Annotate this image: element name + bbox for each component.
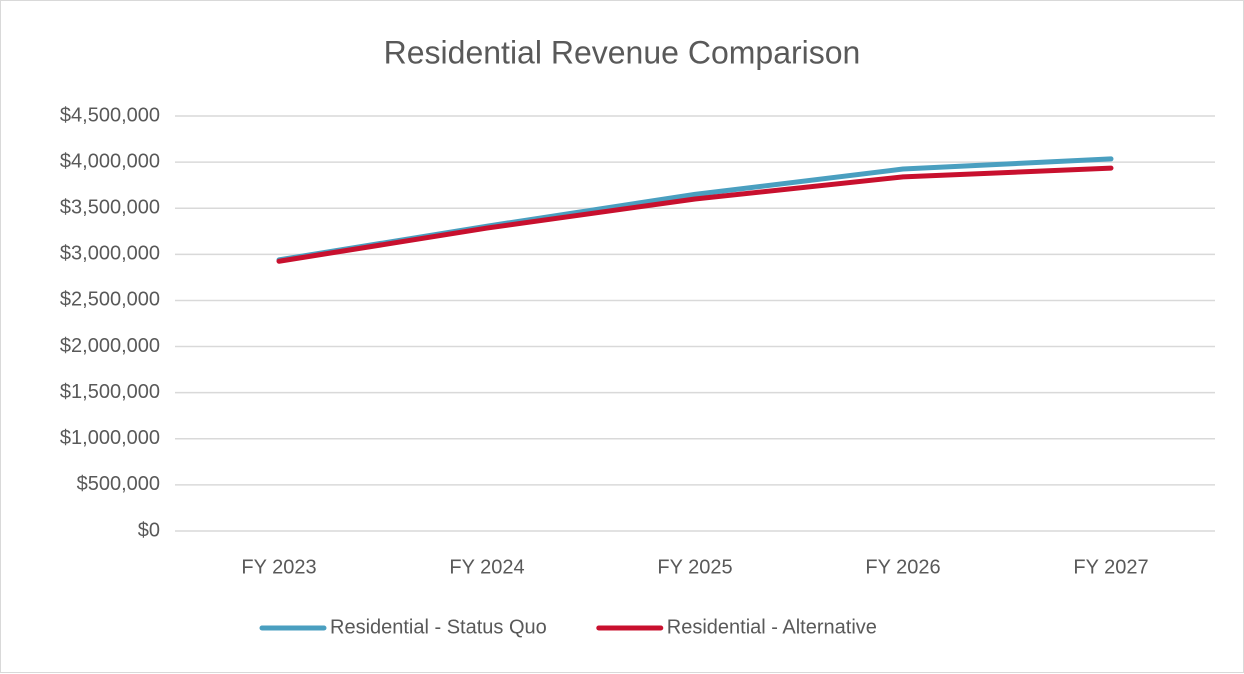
y-tick-label: $500,000 <box>77 473 160 495</box>
y-tick-label: $4,000,000 <box>60 150 160 172</box>
x-tick-label: FY 2023 <box>241 556 316 578</box>
series-line <box>276 165 1114 264</box>
x-tick-label: FY 2027 <box>1073 556 1148 578</box>
legend-label: Residential - Status Quo <box>330 616 547 638</box>
x-tick-label: FY 2024 <box>449 556 524 578</box>
y-tick-label: $3,500,000 <box>60 197 160 219</box>
chart-title: Residential Revenue Comparison <box>384 34 861 70</box>
x-tick-label: FY 2026 <box>865 556 940 578</box>
y-tick-label: $4,500,000 <box>60 104 160 126</box>
y-tick-label: $0 <box>138 519 160 541</box>
y-tick-label: $2,500,000 <box>60 289 160 311</box>
y-tick-label: $1,500,000 <box>60 381 160 403</box>
y-tick-label: $1,000,000 <box>60 427 160 449</box>
legend-label: Residential - Alternative <box>667 616 877 638</box>
x-tick-label: FY 2025 <box>657 556 732 578</box>
y-tick-label: $2,000,000 <box>60 335 160 357</box>
y-tick-label: $3,000,000 <box>60 243 160 265</box>
